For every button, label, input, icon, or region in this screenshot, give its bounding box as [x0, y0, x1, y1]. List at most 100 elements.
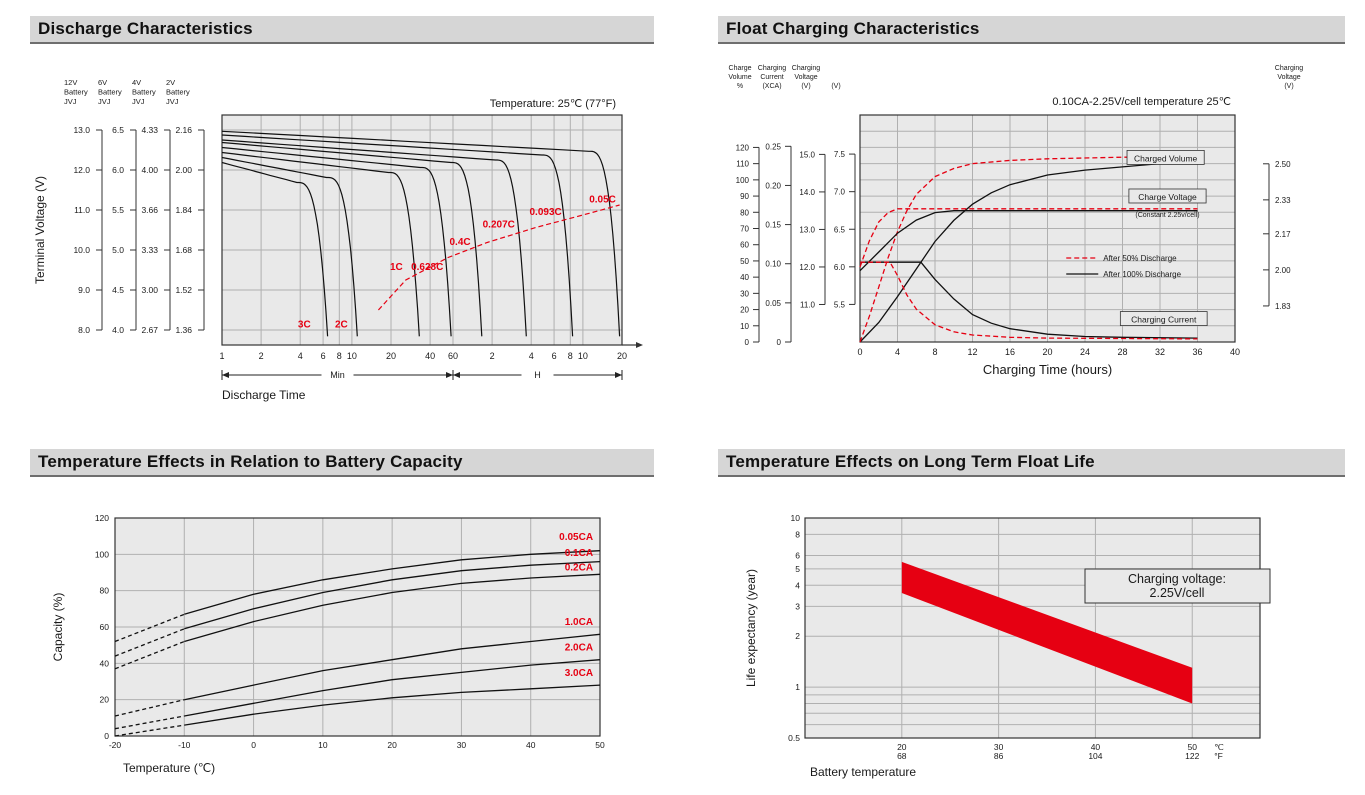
y-tick-label: 80	[100, 586, 110, 596]
x-tick-label: 40	[1230, 347, 1240, 357]
x-axis-title: Discharge Time	[222, 388, 306, 402]
header-temp-capacity: Temperature Effects in Relation to Batte…	[30, 449, 654, 477]
x-tick-celsius: 50	[1187, 742, 1197, 752]
discharge-curve-1C	[221, 151, 420, 337]
discharge-curve-0.093C	[221, 134, 574, 337]
y-tick-label: 70	[740, 225, 749, 234]
y-axis-title: Capacity (%)	[51, 593, 65, 662]
series-charged-volume-50	[859, 156, 1198, 343]
y-tick-label: 90	[740, 192, 749, 201]
x-tick-label: 24	[1080, 347, 1090, 357]
condition-annotation: 0.10CA-2.25V/cell temperature 25℃	[1052, 96, 1231, 108]
y-tick-label: 12.0	[799, 263, 815, 272]
axis-header: Battery	[166, 88, 190, 97]
y-tick-label: 6.0	[834, 263, 846, 272]
axis-header: 2V	[166, 78, 175, 87]
header-float-charging: Float Charging Characteristics	[718, 16, 1345, 44]
y-tick-label: 1.84	[175, 205, 192, 215]
axis-header: JVJ	[166, 97, 179, 106]
series-label: Charge Voltage	[1138, 192, 1197, 202]
y-tick-label: 3.33	[141, 245, 158, 255]
x-tick-label: 10	[578, 351, 588, 361]
y-tick-label: 60	[740, 241, 749, 250]
y-tick-label: 100	[736, 176, 750, 185]
y-tick-label: 14.0	[799, 188, 815, 197]
x-axis-title: Charging Time (hours)	[983, 362, 1112, 377]
x-tick-label: 1	[219, 351, 224, 361]
y-tick-label: 40	[100, 658, 110, 668]
rate-label: 0.1CA	[565, 548, 593, 559]
x-tick-fahrenheit: 122	[1185, 751, 1199, 761]
series-charge-voltage-50	[859, 208, 1198, 268]
rate-label: 1.0CA	[565, 617, 593, 628]
discharge-curve-0.4C	[221, 141, 483, 337]
y-tick-label: 0	[745, 338, 750, 347]
y-tick-label: 11.0	[74, 205, 90, 215]
x-tick-label: 8	[932, 347, 937, 357]
rate-label: 1C	[390, 262, 403, 273]
axis-header: Charging	[792, 65, 821, 72]
axis-unit-label: H	[534, 370, 541, 380]
arrowhead	[452, 372, 460, 378]
y-tick-label: 100	[95, 549, 109, 559]
y-tick-label: 1.68	[175, 245, 192, 255]
y-tick-label: 2.67	[141, 325, 158, 335]
x-tick-label: 20	[617, 351, 627, 361]
series-charged-volume-100	[859, 161, 1198, 343]
axis-header: Battery	[64, 88, 88, 97]
y-tick-label: 11.0	[800, 300, 816, 309]
y-tick-label: 2.00	[1275, 266, 1291, 275]
y-tick-label: 0.20	[765, 181, 781, 190]
y-tick-label: 20	[100, 695, 110, 705]
x-tick-celsius: 40	[1091, 742, 1101, 752]
axis-header: 4V	[132, 78, 141, 87]
y-tick-label: 15.0	[799, 150, 815, 159]
x-tick-label: 20	[386, 351, 396, 361]
y-tick-label: 80	[740, 208, 749, 217]
discharge-curve-0.207C	[221, 139, 527, 337]
capacity-curve-dashed-1.0CA	[114, 699, 185, 717]
x-tick-label: 4	[298, 351, 303, 361]
x-tick-label: 2	[259, 351, 264, 361]
x-tick-label: 28	[1117, 347, 1127, 357]
capacity-curve-dashed-3.0CA	[114, 724, 185, 737]
y-axis-title: Life expectancy (year)	[744, 569, 758, 687]
capacity-curve-dashed-2.0CA	[114, 715, 185, 730]
discharge-curve-3C	[221, 161, 329, 337]
x-tick-label: 10	[347, 351, 357, 361]
y-tick-label: 2.17	[1275, 230, 1291, 239]
capacity-curve-dashed-0.1CA	[114, 628, 185, 657]
series-label: Charged Volume	[1134, 153, 1198, 163]
x-tick-fahrenheit: 68	[897, 751, 907, 761]
header-discharge: Discharge Characteristics	[30, 16, 654, 44]
axis-header: Charging	[1275, 65, 1304, 72]
axis-unit-label: Min	[330, 370, 345, 380]
axis-header: 12V	[64, 78, 77, 87]
y-tick-label: 120	[736, 143, 750, 152]
y-tick-label: 0.10	[765, 260, 781, 269]
y-tick-label: 4	[795, 580, 800, 590]
x-tick-label: 40	[526, 740, 536, 750]
x-tick-label: 12	[967, 347, 977, 357]
y-tick-label: 0.15	[765, 221, 781, 230]
plot-area	[222, 115, 622, 345]
rate-label: 0.4C	[449, 237, 470, 248]
y-axis-title: Terminal Voltage (V)	[33, 176, 47, 284]
y-tick-label: 12.0	[73, 165, 90, 175]
x-tick-label: 0	[857, 347, 862, 357]
y-tick-label: 0	[104, 731, 109, 741]
x-tick-label: 50	[595, 740, 605, 750]
y-tick-label: 3.00	[141, 285, 158, 295]
series-charging-current-100	[860, 261, 1198, 339]
x-tick-label: 2	[490, 351, 495, 361]
y-tick-label: 8.0	[78, 325, 90, 335]
x-tick-label: 20	[387, 740, 397, 750]
axis-header: Volume	[728, 74, 751, 81]
x-tick-label: 20	[1042, 347, 1052, 357]
y-tick-label: 13.0	[799, 225, 815, 234]
label-box	[1128, 188, 1207, 204]
rate-label: 0.207C	[483, 220, 515, 231]
rate-label: 0.2CA	[565, 563, 593, 574]
rate-label: 3.0CA	[565, 668, 593, 679]
